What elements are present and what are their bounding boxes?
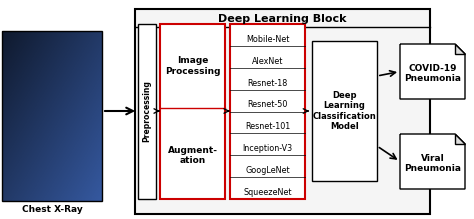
Text: Augment-
ation: Augment- ation — [167, 146, 218, 165]
Text: Deep Learning Block: Deep Learning Block — [218, 14, 347, 24]
Text: Resnet-50: Resnet-50 — [247, 101, 288, 110]
Text: Image
Processing: Image Processing — [165, 56, 220, 76]
Text: Chest X-Ray: Chest X-Ray — [22, 205, 82, 214]
FancyBboxPatch shape — [160, 24, 225, 199]
FancyBboxPatch shape — [230, 24, 305, 199]
Text: Resnet-18: Resnet-18 — [247, 79, 288, 88]
PathPatch shape — [400, 44, 465, 99]
Text: Mobile-Net: Mobile-Net — [246, 35, 289, 44]
Text: Deep
Learning
Classification
Model: Deep Learning Classification Model — [313, 91, 376, 131]
Text: SqueezeNet: SqueezeNet — [243, 188, 292, 197]
Text: Resnet-101: Resnet-101 — [245, 122, 290, 131]
Text: Inception-V3: Inception-V3 — [242, 144, 292, 153]
PathPatch shape — [455, 134, 465, 144]
PathPatch shape — [455, 44, 465, 54]
Text: GoogLeNet: GoogLeNet — [245, 166, 290, 175]
FancyBboxPatch shape — [138, 24, 156, 199]
Text: Preprocessing: Preprocessing — [143, 81, 152, 142]
FancyBboxPatch shape — [312, 41, 377, 181]
Text: Viral
Pneumonia: Viral Pneumonia — [404, 154, 461, 173]
PathPatch shape — [400, 134, 465, 189]
Text: COVID-19
Pneumonia: COVID-19 Pneumonia — [404, 64, 461, 83]
Text: AlexNet: AlexNet — [252, 57, 283, 66]
FancyBboxPatch shape — [135, 9, 430, 214]
